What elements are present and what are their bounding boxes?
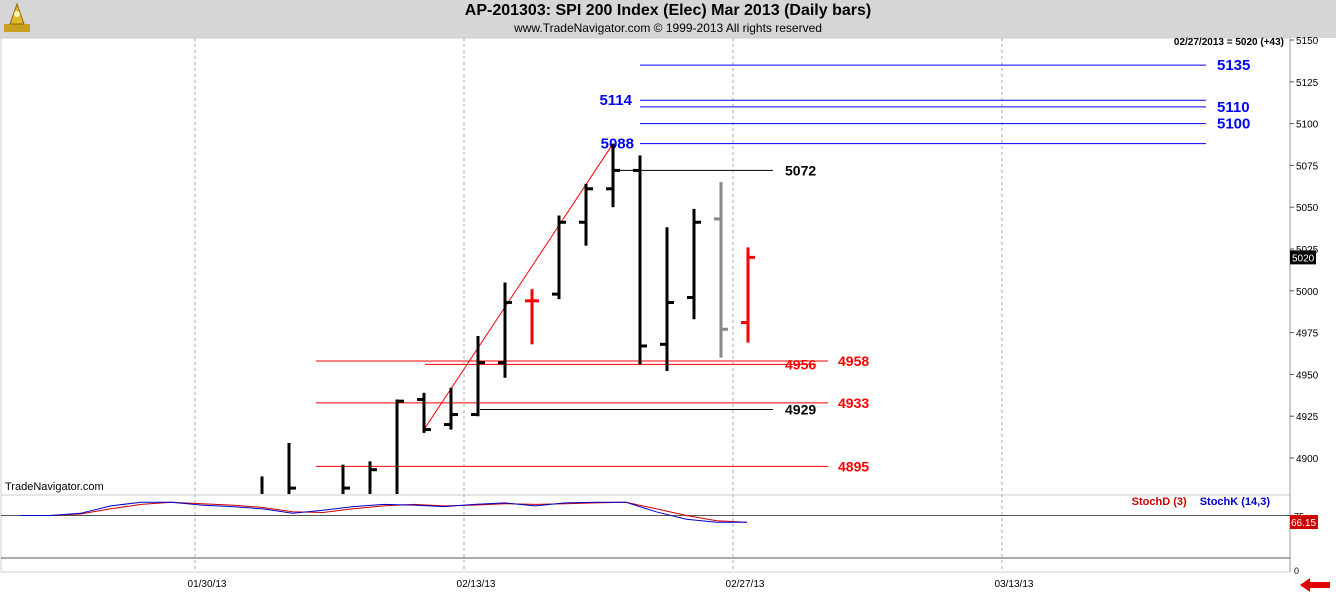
ohlc-bar — [741, 247, 755, 343]
level-label-4895: 4895 — [838, 458, 869, 474]
chart-header — [0, 0, 1336, 38]
stoch-d-line — [20, 501, 748, 523]
trading-logo-icon[interactable] — [2, 2, 32, 34]
ohlc-bar — [633, 155, 647, 365]
price-tick-label: 4975 — [1296, 329, 1319, 340]
price-tick-label: 4900 — [1296, 454, 1319, 465]
price-tick-label: 5000 — [1296, 287, 1319, 298]
stoch-tick-label: 0 — [1294, 566, 1299, 576]
watermark-text: TradeNavigator.com — [5, 481, 104, 493]
level-label-4956: 4956 — [785, 356, 816, 372]
level-label-5135: 5135 — [1217, 57, 1250, 74]
grid-lines — [0, 37, 1291, 573]
price-axis: 4900492549504975500050255050507551005125… — [1290, 36, 1319, 465]
price-tick-label: 4925 — [1296, 412, 1319, 423]
stoch-badge: 66.15 — [1291, 518, 1316, 529]
ohlc-bar — [417, 392, 431, 433]
ohlc-bar — [287, 442, 296, 494]
price-badge: 5020 — [1292, 253, 1315, 264]
stoch-k-line — [20, 501, 747, 523]
ohlc-bar — [368, 461, 377, 494]
date-axis: 01/30/13 02/13/13 02/27/13 03/13/13 — [188, 579, 1034, 590]
ohlc-bar — [687, 208, 701, 320]
stoch-d-legend: StochD (3) — [1131, 496, 1187, 508]
price-tick-label: 5075 — [1296, 161, 1319, 172]
chart-title: AP-201303: SPI 200 Index (Elec) Mar 2013… — [464, 2, 872, 19]
red-left-arrow-icon[interactable] — [1300, 578, 1330, 592]
level-label-5100: 5100 — [1217, 116, 1250, 133]
date-tick-label: 03/13/13 — [995, 579, 1034, 590]
stoch-legend: StochD (3) StochK (14,3) — [1122, 496, 1270, 508]
stochastic-panel: 75066.15 — [1, 501, 1318, 576]
trendline — [423, 143, 614, 430]
level-label-5088: 5088 — [601, 136, 634, 153]
ohlc-bars — [260, 143, 755, 494]
ohlc-bar — [471, 335, 485, 417]
copyright-text: www.TradeNavigator.com © 1999-2013 All r… — [514, 21, 822, 35]
trendline — [423, 143, 614, 430]
price-tick-label: 5150 — [1296, 36, 1319, 47]
last-value-label: 02/27/2013 = 5020 (+43) — [1173, 37, 1284, 48]
ohlc-bar — [525, 289, 539, 345]
ohlc-bar — [660, 227, 674, 372]
stoch-k-legend: StochK (14,3) — [1199, 496, 1270, 508]
level-label-5114: 5114 — [599, 92, 632, 109]
date-tick-label: 02/13/13 — [457, 579, 496, 590]
price-badge-bg — [1290, 250, 1316, 265]
level-label-5072: 5072 — [785, 162, 816, 178]
level-label-4958: 4958 — [838, 353, 869, 369]
level-label-4929: 4929 — [785, 402, 816, 418]
price-tick-label: 5100 — [1296, 120, 1319, 131]
ohlc-bar — [579, 183, 593, 246]
stoch-badge-bg — [1290, 515, 1318, 530]
ohlc-bar — [444, 387, 458, 430]
level-label-4933: 4933 — [838, 395, 869, 411]
date-tick-label: 01/30/13 — [188, 579, 227, 590]
ohlc-bar — [552, 215, 566, 300]
ohlc-bar — [498, 282, 512, 378]
date-tick-label: 02/27/13 — [726, 579, 765, 590]
ohlc-bar — [714, 182, 728, 358]
price-tick-label: 4950 — [1296, 370, 1319, 381]
level-label-5110: 5110 — [1217, 99, 1250, 116]
price-tick-label: 5050 — [1296, 203, 1319, 214]
ohlc-bar — [341, 464, 350, 494]
ohlc-bar — [606, 143, 620, 208]
price-tick-label: 5125 — [1296, 78, 1319, 89]
ohlc-bar — [395, 399, 404, 494]
